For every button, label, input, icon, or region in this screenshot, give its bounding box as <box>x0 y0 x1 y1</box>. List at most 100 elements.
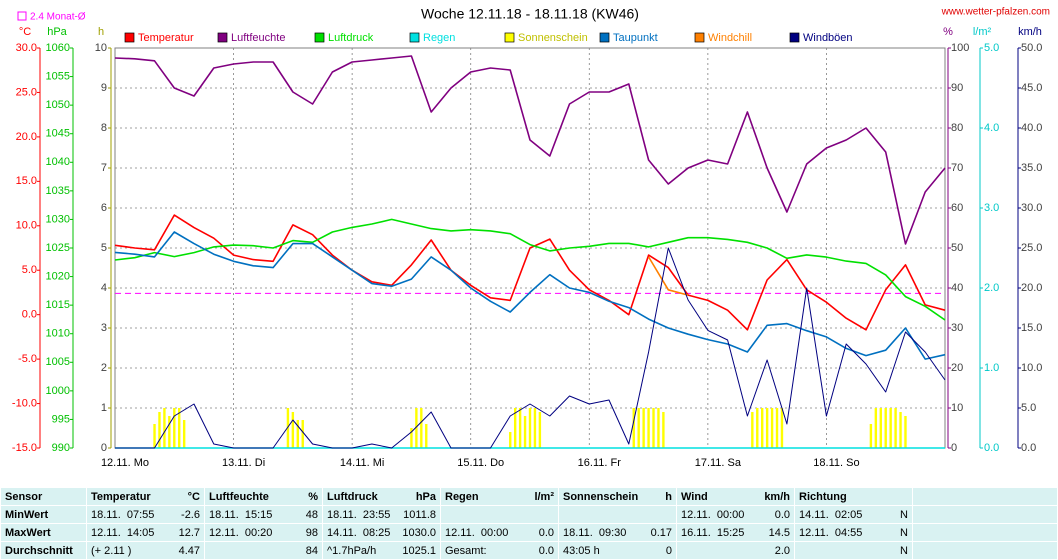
sunshine-bar <box>301 420 304 448</box>
cell-value: 0.0 <box>538 526 554 539</box>
header-cell: Sensor <box>0 487 87 506</box>
header-cell: Sonnenschein h <box>558 487 677 506</box>
y-tick-label: 0.0 <box>1021 442 1036 454</box>
table-cell: 16.11. 15:25 14.5 <box>676 523 795 542</box>
cell-value: 12.7 <box>178 526 200 539</box>
sunshine-bar <box>513 408 517 448</box>
x-tick-label: 14.11. Mi <box>340 457 384 469</box>
cell-time: 12.11. 14:05 <box>91 526 155 539</box>
y-tick-label: 25.0 <box>16 86 37 98</box>
y-tick-label: 9 <box>101 82 107 94</box>
filler <box>912 505 1058 524</box>
legend-label: Windböen <box>803 32 853 44</box>
x-tick-label: 15.11. Do <box>457 457 504 469</box>
header-cell: Regen l/m² <box>440 487 559 506</box>
row-label: MinWert <box>0 505 87 524</box>
y-tick-label: 20.0 <box>1021 282 1042 294</box>
header-content: Luftdruck hPa <box>327 491 436 503</box>
series-line <box>114 55 946 245</box>
cell-value: N <box>900 526 908 539</box>
cell-time: 12.11. 00:20 <box>209 526 273 539</box>
table-cell: 18.11. 09:30 0.17 <box>558 523 677 542</box>
header-content: Regen l/m² <box>445 491 554 503</box>
legend-swatch <box>599 32 610 43</box>
column-name: Luftfeuchte <box>209 490 269 503</box>
sunshine-bar <box>775 408 779 448</box>
table-cell: N <box>794 541 913 560</box>
sunshine-bar <box>158 412 161 448</box>
y-tick-label: 30.0 <box>1021 202 1042 214</box>
y-tick-label: 1035 <box>46 185 70 197</box>
y-tick-label: 5.0 <box>1021 402 1036 414</box>
y-tick-label: 90 <box>951 82 963 94</box>
sunshine-bar <box>904 416 907 448</box>
table-cell: 12.11. 00:00 0.0 <box>440 523 559 542</box>
column-name: Sonnenschein <box>563 490 639 503</box>
cell-time: (+ 2.11 ) <box>91 544 132 557</box>
column-name: Regen <box>445 490 479 503</box>
cell-content: N <box>799 545 908 557</box>
chart-title: Woche 12.11.18 - 18.11.18 (KW46) <box>421 6 639 22</box>
cell-content: (+ 2.11 ) 4.47 <box>91 545 200 557</box>
sunshine-bar <box>761 408 764 448</box>
y-tick-label: 3 <box>101 322 107 334</box>
y-tick-label: 10 <box>95 42 107 54</box>
sunshine-bar <box>410 428 413 448</box>
cell-content: 12.11. 00:00 0.0 <box>445 527 554 539</box>
table-row: Durchschnitt (+ 2.11 ) 4.47 84 ^1.7hPa/h 1025… <box>0 541 1058 560</box>
series-line <box>114 218 946 321</box>
y-tick-label: 4.0 <box>984 122 999 134</box>
sunshine-bar <box>780 408 784 448</box>
column-name: Temperatur <box>91 490 151 503</box>
sunshine-bar <box>662 412 665 448</box>
header-content: Luftfeuchte% <box>209 491 318 503</box>
table-cell: (+ 2.11 ) 4.47 <box>86 541 205 560</box>
cell-time: 18.11. 07:55 <box>91 508 155 521</box>
table-cell: 18.11. 15:15 48 <box>204 505 323 524</box>
sunshine-bar <box>425 424 428 448</box>
cell-value: 84 <box>305 544 318 557</box>
y-tick-label: 1025 <box>46 242 70 254</box>
sunshine-bar <box>642 408 645 448</box>
table-cell: 12.11. 00:00 0.0 <box>676 505 795 524</box>
cell-value: 4.47 <box>178 544 200 557</box>
y-tick-label: 995 <box>52 413 70 425</box>
y-tick-label: 10.0 <box>16 220 37 232</box>
legend-label: Regen <box>423 32 455 44</box>
cell-content: 14.11. 02:05 N <box>799 509 908 521</box>
column-unit: % <box>308 490 318 503</box>
sunshine-bar <box>178 408 181 448</box>
y-tick-label: 1000 <box>46 385 70 397</box>
y-tick-label: 1045 <box>46 128 70 140</box>
cell-content: 2.0 <box>681 545 790 557</box>
table-cell: 84 <box>204 541 323 560</box>
y-tick-label: 2.0 <box>984 282 999 294</box>
table-cell: 18.11. 07:55 -2.6 <box>86 505 205 524</box>
series-line <box>115 247 946 449</box>
legend-label: Luftfeuchte <box>231 32 285 44</box>
table-row: MinWert 18.11. 07:55 -2.6 18.11. 15:15 48 18.… <box>0 505 1058 524</box>
cell-value: 0.17 <box>650 526 672 539</box>
cell-time: Gesamt: <box>445 544 487 557</box>
cell-value: 1011.8 <box>403 508 436 521</box>
y-tick-label: 1 <box>101 402 107 414</box>
cell-content: 43:05 h 0 <box>563 545 672 557</box>
cell-content: 12.11. 04:55 N <box>799 527 908 539</box>
header-content: Wind km/h <box>681 491 790 503</box>
y-tick-label: 1030 <box>46 213 70 225</box>
cell-time: ^1.7hPa/h <box>327 544 377 557</box>
y-tick-label: 0.0 <box>984 442 999 454</box>
cell-value: 98 <box>305 526 318 539</box>
header-content: Sonnenschein h <box>563 491 672 503</box>
y-tick-label: 1055 <box>46 70 70 82</box>
axis-label: l/m² <box>973 26 992 38</box>
sunshine-bar <box>899 412 902 448</box>
axis-label: °C <box>19 26 31 38</box>
y-tick-label: 1040 <box>46 156 70 168</box>
table-cell: 14.11. 08:25 1030.0 <box>322 523 441 542</box>
cell-content: 14.11. 08:25 1030.0 <box>327 527 436 539</box>
table-cell: Gesamt: 0.0 <box>440 541 559 560</box>
cell-content: 18.11. 15:15 48 <box>209 509 318 521</box>
cell-value: N <box>900 508 908 521</box>
y-tick-label: 0.0 <box>22 309 37 321</box>
